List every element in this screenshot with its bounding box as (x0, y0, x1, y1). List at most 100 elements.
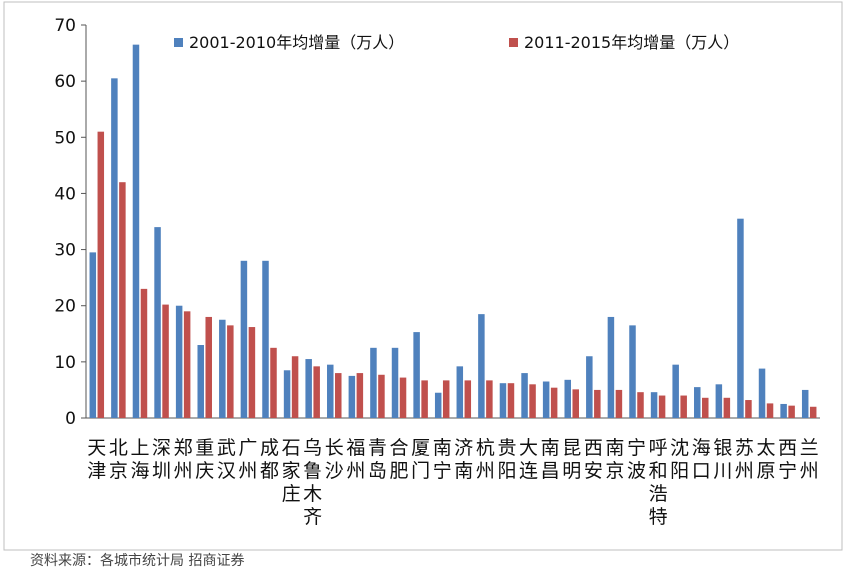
bar-2011-2015-贵阳 (507, 383, 515, 418)
bar-2011-2015-南京 (615, 389, 623, 418)
bar-2011-2015-杭州 (486, 380, 493, 418)
x-tick-label-银川: 银川 (713, 437, 732, 482)
bar-2011-2015-天津 (97, 131, 105, 418)
bar-2001-2010-西安 (586, 356, 593, 418)
bar-2001-2010-北京 (111, 78, 118, 418)
bar-2011-2015-西宁 (788, 405, 795, 418)
bar-2011-2015-广州 (248, 327, 256, 418)
bar-2011-2015-呼和浩特 (658, 395, 666, 418)
y-tick-label: 40 (54, 184, 76, 204)
bar-2001-2010-深圳 (154, 227, 161, 418)
bar-2011-2015-兰州 (809, 406, 817, 418)
bar-2011-2015-昆明 (572, 389, 579, 418)
bar-2011-2015-合肥 (399, 377, 407, 418)
bar-2001-2010-西宁 (780, 403, 787, 418)
x-tick-label-福州: 福州 (346, 437, 365, 482)
y-tick-label: 70 (54, 16, 76, 36)
bar-2001-2010-太原 (758, 368, 766, 418)
x-tick-label-昆明: 昆明 (562, 437, 581, 482)
y-tick-label: 30 (54, 241, 76, 261)
bar-2001-2010-沈阳 (672, 364, 679, 418)
bar-2011-2015-上海 (140, 288, 148, 418)
x-tick-label-石家庄: 石家庄 (282, 437, 301, 505)
bar-2001-2010-贵阳 (499, 383, 507, 418)
bar-2011-2015-深圳 (162, 304, 169, 418)
x-tick-label-北京: 北京 (109, 437, 128, 482)
x-tick-label-厦门: 厦门 (411, 437, 430, 482)
x-tick-label-兰州: 兰州 (800, 437, 819, 482)
bar-2011-2015-西安 (594, 389, 601, 418)
bar-2001-2010-天津 (89, 252, 97, 418)
bar-2001-2010-呼和浩特 (650, 392, 658, 418)
bar-2011-2015-成都 (270, 347, 277, 418)
source-note: 资料来源：各城市统计局 招商证券 (30, 553, 245, 569)
x-tick-label-南京: 南京 (605, 437, 624, 482)
bar-2001-2010-乌鲁木齐 (305, 359, 312, 418)
bar-2001-2010-宁波 (629, 325, 636, 418)
x-tick-label-南昌: 南昌 (541, 437, 560, 482)
x-tick-label-宁波: 宁波 (627, 437, 646, 482)
bar-2011-2015-郑州 (183, 311, 191, 418)
legend: 2001-2010年均增量（万人） 2011-2015年均增量（万人） (174, 33, 739, 52)
legend-label-series-1: 2001-2010年均增量（万人） (189, 33, 404, 52)
bar-2001-2010-南宁 (434, 392, 442, 418)
x-tick-label-苏州: 苏州 (735, 437, 754, 482)
y-tick-label: 0 (65, 409, 76, 429)
y-tick-label: 50 (54, 128, 76, 148)
x-tick-label-长沙: 长沙 (325, 437, 344, 482)
bar-2011-2015-沈阳 (680, 395, 687, 418)
x-tick-label-上海: 上海 (130, 437, 149, 482)
x-tick-label-西宁: 西宁 (778, 437, 797, 482)
x-tick-label-合肥: 合肥 (390, 437, 409, 482)
bar-2011-2015-太原 (766, 403, 774, 418)
bar-2001-2010-银川 (715, 384, 723, 418)
bar-2001-2010-厦门 (413, 332, 420, 418)
x-tick-label-乌鲁木齐: 乌鲁木齐 (303, 437, 322, 528)
x-tick-label-重庆: 重庆 (195, 437, 214, 482)
x-axis-labels: 天津北京上海深圳郑州重庆武汉广州成都石家庄乌鲁木齐长沙福州青岛合肥厦门南宁济南杭… (87, 437, 818, 528)
bar-2011-2015-乌鲁木齐 (313, 366, 320, 418)
y-tick-label: 60 (54, 72, 76, 92)
legend-swatch-series-2 (509, 38, 518, 47)
bar-2011-2015-宁波 (637, 392, 644, 418)
x-tick-label-天津: 天津 (87, 437, 106, 482)
bar-2001-2010-石家庄 (283, 370, 291, 418)
bar-2011-2015-重庆 (205, 316, 212, 418)
y-tick-label: 10 (54, 353, 76, 373)
x-tick-label-青岛: 青岛 (368, 437, 387, 482)
bar-2011-2015-银川 (723, 397, 731, 418)
x-tick-label-呼和浩特: 呼和浩特 (649, 437, 668, 528)
legend-swatch-series-1 (174, 38, 183, 47)
x-tick-label-广州: 广州 (238, 437, 257, 482)
bars (89, 44, 817, 419)
bar-2001-2010-苏州 (737, 218, 744, 418)
bar-2011-2015-苏州 (745, 400, 752, 418)
bar-2001-2010-南昌 (542, 381, 550, 418)
x-tick-label-成都: 成都 (260, 437, 279, 482)
bar-2001-2010-成都 (262, 260, 269, 418)
x-tick-label-深圳: 深圳 (152, 437, 171, 482)
bar-2011-2015-福州 (356, 373, 364, 418)
bar-2001-2010-合肥 (391, 347, 399, 418)
bar-2001-2010-武汉 (219, 319, 226, 418)
bar-2001-2010-福州 (348, 375, 356, 418)
x-tick-label-西安: 西安 (584, 437, 603, 482)
bar-2011-2015-武汉 (227, 325, 234, 418)
bar-2001-2010-大连 (521, 373, 528, 418)
bar-2011-2015-南昌 (550, 387, 558, 418)
x-tick-label-南宁: 南宁 (433, 437, 452, 482)
bar-2011-2015-青岛 (378, 374, 385, 418)
bar-2001-2010-兰州 (801, 389, 809, 418)
chart-border (3, 1, 843, 551)
bar-2011-2015-南宁 (442, 380, 450, 418)
legend-label-series-2: 2011-2015年均增量（万人） (524, 33, 739, 52)
bar-2001-2010-昆明 (564, 379, 571, 418)
x-tick-label-济南: 济南 (454, 437, 473, 482)
bar-2001-2010-长沙 (327, 364, 334, 418)
x-tick-label-沈阳: 沈阳 (670, 437, 689, 482)
x-tick-label-海口: 海口 (692, 437, 711, 482)
x-tick-label-大连: 大连 (519, 437, 538, 482)
x-tick-label-贵阳: 贵阳 (497, 437, 516, 482)
bar-2001-2010-重庆 (197, 345, 204, 418)
